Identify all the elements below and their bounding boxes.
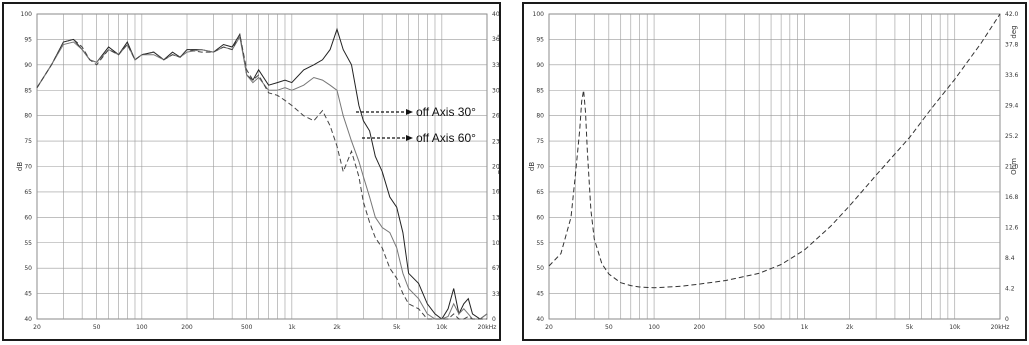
y2-tick-label: 133 [492, 215, 499, 222]
y2-tick-label: 21.0 [1005, 164, 1019, 171]
y-tick-label: 65 [24, 189, 32, 196]
series-line-0 [548, 13, 1001, 289]
y2-tick-label: 8.4 [1005, 255, 1015, 262]
y2-tick-label: 4.2 [1005, 286, 1015, 293]
y2-tick-label: 29.4 [1005, 103, 1019, 110]
y2-tick-label: 37.8 [1005, 42, 1019, 49]
y2-tick-label: 100 [492, 240, 499, 247]
y-tick-label: 75 [536, 138, 544, 145]
x-tick-label: 500 [753, 324, 765, 331]
y-tick-label: 90 [24, 62, 32, 69]
y2-tick-label: 67 [492, 265, 499, 272]
y-tick-label: 55 [536, 240, 544, 247]
y-tick-label: 45 [24, 291, 32, 298]
y-tick-label: 65 [536, 189, 544, 196]
grid [36, 13, 488, 320]
impedance-chart: 40 45 50 55 60 65 70 75 80 85 90 95 100 0 4.2 8.4 12.6 16… [522, 2, 1027, 341]
annotation-1: off Axis 60° [362, 131, 476, 145]
y2-tick-label: 400 [492, 11, 499, 18]
y-tick-label: 45 [536, 291, 544, 298]
x-tick-label: 20kHz [991, 324, 1010, 331]
series-line-2 [36, 32, 487, 320]
x-tick-label: 50 [93, 324, 101, 331]
y2-tick-label: 333 [492, 62, 499, 69]
y2-tick-label: 233 [492, 138, 499, 145]
y-tick-label: 95 [536, 36, 544, 43]
annotation-0: off Axis 30° [356, 105, 476, 119]
y-tick-label: 40 [536, 316, 544, 323]
y2-tick-label: 33.6 [1005, 72, 1019, 79]
x-tick-label: 50 [605, 324, 613, 331]
annotation-label: off Axis 30° [416, 105, 476, 119]
y-tick-label: 100 [533, 11, 545, 18]
x-tick-label: 10k [949, 324, 961, 331]
x-tick-label: 20kHz [478, 324, 497, 331]
x-tick-label: 1k [288, 324, 296, 331]
x-tick-label: 200 [181, 324, 193, 331]
y2-axis-label: Ohm [497, 158, 499, 175]
y2-top-label: deg [497, 25, 499, 38]
y-tick-label: 60 [24, 214, 32, 221]
y2-tick-label: 0 [492, 316, 496, 323]
frequency-response-chart: 40 45 50 55 60 65 70 75 80 85 90 95 100 0 33 67 100 133 16… [2, 2, 501, 341]
y-tick-label: 85 [536, 87, 544, 94]
y2-tick-label: 200 [492, 164, 499, 171]
frequency-response-plot: 40 45 50 55 60 65 70 75 80 85 90 95 100 0 33 67 100 133 16… [16, 11, 499, 331]
x-tick-label: 5k [393, 324, 401, 331]
y-tick-label: 55 [24, 240, 32, 247]
impedance-plot: 40 45 50 55 60 65 70 75 80 85 90 95 100 0 4.2 8.4 12.6 16… [528, 11, 1019, 331]
x-tick-label: 1k [801, 324, 809, 331]
y2-tick-label: 267 [492, 112, 499, 119]
annotation-label: off Axis 60° [416, 131, 476, 145]
y-tick-label: 80 [536, 113, 544, 120]
y-tick-label: 75 [24, 138, 32, 145]
y2-tick-label: 167 [492, 189, 499, 196]
y2-top-label: deg [1010, 25, 1018, 38]
y-tick-label: 40 [24, 316, 32, 323]
y2-tick-label: 16.8 [1005, 194, 1019, 201]
x-tick-label: 20 [33, 324, 41, 331]
y2-tick-label: 12.6 [1005, 225, 1019, 232]
y-tick-label: 90 [536, 62, 544, 69]
y-axis-label: dB [16, 162, 24, 171]
series-line-0 [36, 27, 488, 320]
y-tick-label: 70 [24, 164, 32, 171]
y-tick-label: 60 [536, 214, 544, 221]
grid [548, 13, 1001, 320]
y2-tick-label: 0 [1005, 316, 1009, 323]
y-tick-label: 80 [24, 113, 32, 120]
x-tick-label: 2k [846, 324, 854, 331]
x-tick-label: 5k [906, 324, 914, 331]
y2-tick-label: 33 [492, 291, 499, 298]
x-tick-label: 100 [136, 324, 148, 331]
y-axis-label: dB [528, 162, 536, 171]
y-tick-label: 50 [24, 265, 32, 272]
y-tick-label: 85 [24, 87, 32, 94]
x-tick-label: 100 [648, 324, 660, 331]
y2-tick-label: 25.2 [1005, 133, 1019, 140]
y2-tick-label: 300 [492, 87, 499, 94]
x-tick-label: 200 [694, 324, 706, 331]
x-tick-label: 10k [436, 324, 448, 331]
arrowhead-icon [406, 135, 413, 141]
y-tick-label: 70 [536, 164, 544, 171]
y-tick-label: 100 [21, 11, 33, 18]
y2-tick-label: 42.0 [1005, 11, 1019, 18]
y-tick-label: 95 [24, 36, 32, 43]
y2-axis-label: Ohm [1010, 158, 1018, 175]
x-tick-label: 20 [545, 324, 553, 331]
x-tick-label: 2k [333, 324, 341, 331]
arrowhead-icon [406, 109, 413, 115]
x-tick-label: 500 [241, 324, 253, 331]
y-tick-label: 50 [536, 265, 544, 272]
y2-tick-label: 367 [492, 36, 499, 43]
